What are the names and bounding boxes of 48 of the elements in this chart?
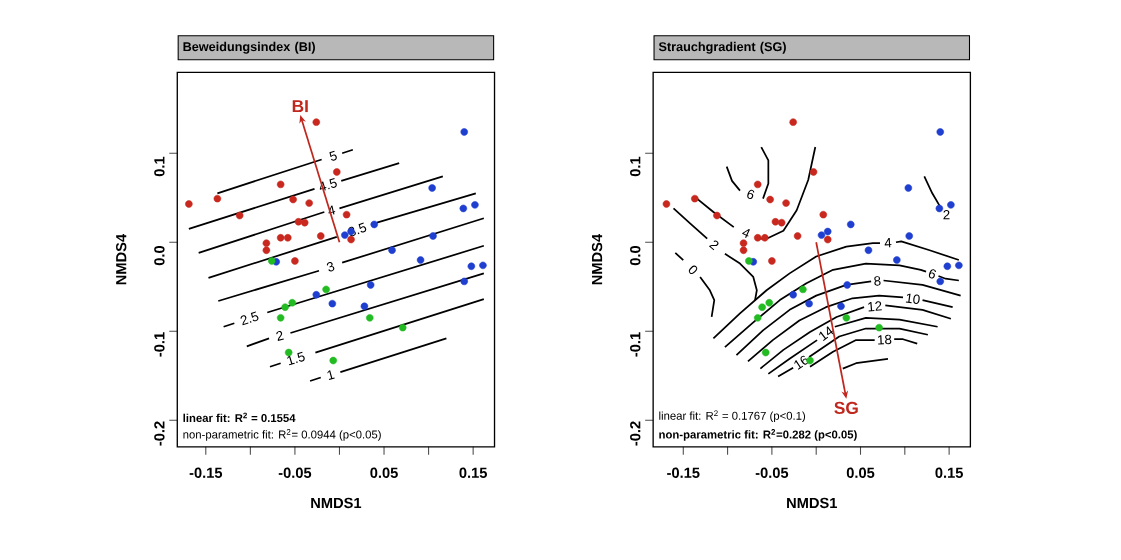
y-axis-title: NMDS4 bbox=[591, 234, 603, 285]
x-tick-label: -0.05 bbox=[755, 467, 789, 479]
text: 5 bbox=[329, 150, 337, 161]
text: linear fit: R$^{2}$ = 0.1554 bbox=[183, 412, 296, 423]
text: 1.5 bbox=[287, 351, 305, 366]
text: 6 bbox=[928, 269, 936, 279]
annotation: SG bbox=[834, 401, 858, 415]
x-tick-label: 0.05 bbox=[370, 467, 398, 479]
annotation: linear fit: R$^{2}$ = 0.1767 (p<0.1) bbox=[659, 410, 806, 423]
x-tick-label: 0.05 bbox=[846, 467, 875, 479]
text: 10 bbox=[905, 293, 920, 305]
series-label: 12 bbox=[868, 301, 882, 312]
series-label: 4 bbox=[884, 238, 892, 248]
text: 2 bbox=[276, 331, 284, 341]
y-tick-label: 0.0 bbox=[154, 246, 165, 266]
text: 6 bbox=[747, 189, 755, 200]
text: 3 bbox=[326, 262, 335, 272]
x-tick-label: 0.15 bbox=[459, 467, 487, 479]
annotation: BI bbox=[292, 100, 308, 113]
text: 14 bbox=[819, 326, 834, 342]
text: 1 bbox=[327, 370, 335, 380]
y-tick-label: -0.2 bbox=[154, 421, 165, 446]
y-tick-label: 0.1 bbox=[630, 156, 641, 177]
text: 16 bbox=[794, 355, 809, 370]
x-tick-label: -0.05 bbox=[278, 467, 312, 479]
annotation: non-parametric fit: R$^{2}$= 0.0944 (p<0.05) bbox=[183, 429, 381, 441]
series-label: 18 bbox=[878, 334, 892, 345]
x-axis-title: NMDS1 bbox=[311, 497, 362, 509]
y-axis-title: NMDS4 bbox=[116, 234, 127, 285]
text: 4.5 bbox=[319, 178, 337, 191]
x-tick-label: -0.15 bbox=[189, 467, 223, 479]
x-tick-label: -0.15 bbox=[667, 467, 700, 479]
x-axis-title: NMDS1 bbox=[787, 497, 837, 509]
y-tick-label: -0.2 bbox=[630, 421, 641, 446]
chart-title: Strauchgradient (SG) bbox=[658, 41, 786, 54]
y-tick-label: -0.1 bbox=[630, 332, 641, 357]
series-label: 2 bbox=[943, 210, 950, 220]
y-tick-label: 0.1 bbox=[154, 156, 165, 177]
text: 2 bbox=[708, 240, 719, 251]
y-tick-label: -0.1 bbox=[154, 332, 165, 357]
y-tick-label: 0.0 bbox=[630, 246, 641, 266]
text: non-parametric fit: R$^{2}$=0.282 (p<0.05) bbox=[659, 429, 857, 441]
text: 2.5 bbox=[240, 311, 259, 326]
chart-title: Beweidungsindex (BI) bbox=[183, 41, 315, 54]
series-label: 8 bbox=[874, 276, 881, 286]
x-tick-label: 0.15 bbox=[935, 467, 963, 479]
text: 0 bbox=[688, 265, 698, 275]
text: 4 bbox=[742, 229, 750, 238]
